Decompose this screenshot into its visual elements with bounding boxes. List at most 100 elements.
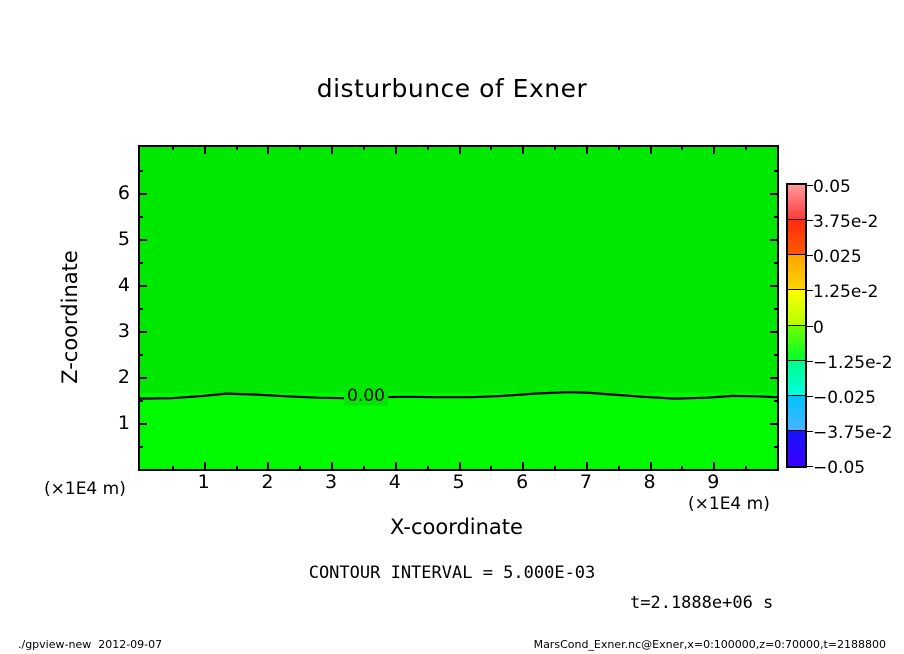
colorbar-label-7: −3.75e-2 <box>813 422 893 443</box>
colorbar-band-7 <box>788 430 805 466</box>
x-tick-bottom-9.5 <box>745 466 748 471</box>
x-tick-top-5 <box>458 145 461 154</box>
x-tick-label-8: 8 <box>643 471 656 493</box>
colorbar-band-3 <box>788 290 805 326</box>
y-tick-right-5.5 <box>774 216 779 218</box>
y-tick-label-6: 6 <box>117 182 130 204</box>
x-tick-top-5.5 <box>490 145 493 150</box>
x-tick-top-7.5 <box>617 145 620 150</box>
x-tick-bottom-8.5 <box>681 466 684 471</box>
y-tick-label-5: 5 <box>117 228 130 250</box>
x-tick-bottom-9 <box>713 462 716 471</box>
y-tick-right-4.5 <box>774 262 779 264</box>
axis-ticks <box>138 145 779 471</box>
x-tick-bottom-1.5 <box>235 466 238 471</box>
x-tick-top-0.5 <box>171 145 174 150</box>
y-tick-right-2.5 <box>774 354 779 356</box>
x-tick-top-3.5 <box>362 145 365 150</box>
y-tick-left-3.5 <box>138 308 143 310</box>
colorbar-label-5: −1.25e-2 <box>813 352 893 373</box>
y-tick-right-6.5 <box>774 170 779 172</box>
y-tick-right-1 <box>770 423 779 425</box>
y-tick-left-6.5 <box>138 170 143 172</box>
y-tick-left-4.5 <box>138 262 143 264</box>
y-tick-left-2.5 <box>138 354 143 356</box>
x-tick-top-1 <box>203 145 206 154</box>
x-tick-bottom-7.5 <box>617 466 620 471</box>
page-title: disturbunce of Exner <box>316 74 588 103</box>
x-tick-bottom-7 <box>585 462 588 471</box>
x-tick-top-9.5 <box>745 145 748 150</box>
x-tick-bottom-4.5 <box>426 466 429 471</box>
x-tick-label-3: 3 <box>325 471 338 493</box>
colorbar-label-8: −0.05 <box>813 458 866 478</box>
x-tick-bottom-2.5 <box>299 466 302 471</box>
y-tick-left-1 <box>138 423 147 425</box>
x-tick-bottom-3.5 <box>362 466 365 471</box>
x-tick-bottom-8 <box>649 462 652 471</box>
contour-fill-upper <box>140 147 777 394</box>
colorbar-label-4: 0 <box>813 317 824 338</box>
x-tick-label-2: 2 <box>261 471 274 493</box>
x-tick-bottom-4 <box>394 462 397 471</box>
x-tick-top-6 <box>522 145 525 154</box>
x-tick-bottom-0.5 <box>171 466 174 471</box>
y-tick-right-2 <box>770 377 779 379</box>
y-tick-left-5 <box>138 239 147 241</box>
colorbar-band-0 <box>788 185 805 221</box>
x-tick-bottom-3 <box>331 462 334 471</box>
colorbar-tick-0 <box>805 185 813 186</box>
y-tick-right-1.5 <box>774 400 779 402</box>
colorbar-band-6 <box>788 395 805 431</box>
x-tick-bottom-5.5 <box>490 466 493 471</box>
x-tick-bottom-5 <box>458 462 461 471</box>
time-annotation: t=2.1888e+06 s <box>630 593 774 613</box>
colorbar-tick-1 <box>805 220 813 222</box>
x-tick-bottom-1 <box>203 462 206 471</box>
y-tick-right-3.5 <box>774 308 779 310</box>
y-tick-label-4: 4 <box>117 274 130 296</box>
colorbar-label-6: −0.025 <box>813 387 876 408</box>
y-tick-label-3: 3 <box>117 320 130 342</box>
contour-interval-note: CONTOUR INTERVAL = 5.000E-03 <box>308 563 596 583</box>
x-tick-top-7 <box>585 145 588 154</box>
x-tick-top-4 <box>394 145 397 154</box>
x-tick-label-5: 5 <box>452 471 465 493</box>
x-tick-bottom-6 <box>522 462 525 471</box>
x-axis-unit-left: (×1E4 m) <box>44 479 126 499</box>
footer-command-label: ./gpview-new 2012-09-07 <box>18 638 163 651</box>
colorbar-label-1: 3.75e-2 <box>813 212 879 233</box>
y-tick-left-1.5 <box>138 400 143 402</box>
y-tick-right-5 <box>770 239 779 241</box>
x-tick-label-6: 6 <box>516 471 529 493</box>
colorbar-label-3: 1.25e-2 <box>813 282 879 303</box>
colorbar-tick-5 <box>805 360 813 362</box>
colorbar-label-0: 0.05 <box>813 177 851 197</box>
colorbar-band-4 <box>788 325 805 361</box>
x-tick-top-4.5 <box>426 145 429 150</box>
colorbar-tick-4 <box>805 325 813 327</box>
x-tick-top-1.5 <box>235 145 238 150</box>
x-axis-unit-right: (×1E4 m) <box>688 494 770 514</box>
y-tick-left-3 <box>138 331 147 333</box>
colorbar-tick-3 <box>805 290 813 292</box>
x-tick-label-9: 9 <box>707 471 720 493</box>
y-tick-left-4 <box>138 285 147 287</box>
x-tick-label-1: 1 <box>197 471 210 493</box>
y-tick-left-0.5 <box>138 446 143 448</box>
y-axis-title: Z-coordinate <box>58 250 82 384</box>
x-tick-top-8 <box>649 145 652 154</box>
colorbar-band-1 <box>788 220 805 256</box>
colorbar <box>786 183 807 468</box>
y-tick-right-6 <box>770 193 779 195</box>
y-tick-left-5.5 <box>138 216 143 218</box>
colorbar-tick-2 <box>805 255 813 257</box>
y-tick-left-2 <box>138 377 147 379</box>
zero-contour-line <box>140 391 777 400</box>
colorbar-band-5 <box>788 360 805 396</box>
contour-level-label: 0.00 <box>344 386 388 407</box>
x-tick-top-2 <box>267 145 270 154</box>
x-tick-label-4: 4 <box>388 471 401 493</box>
x-tick-bottom-6.5 <box>554 466 557 471</box>
